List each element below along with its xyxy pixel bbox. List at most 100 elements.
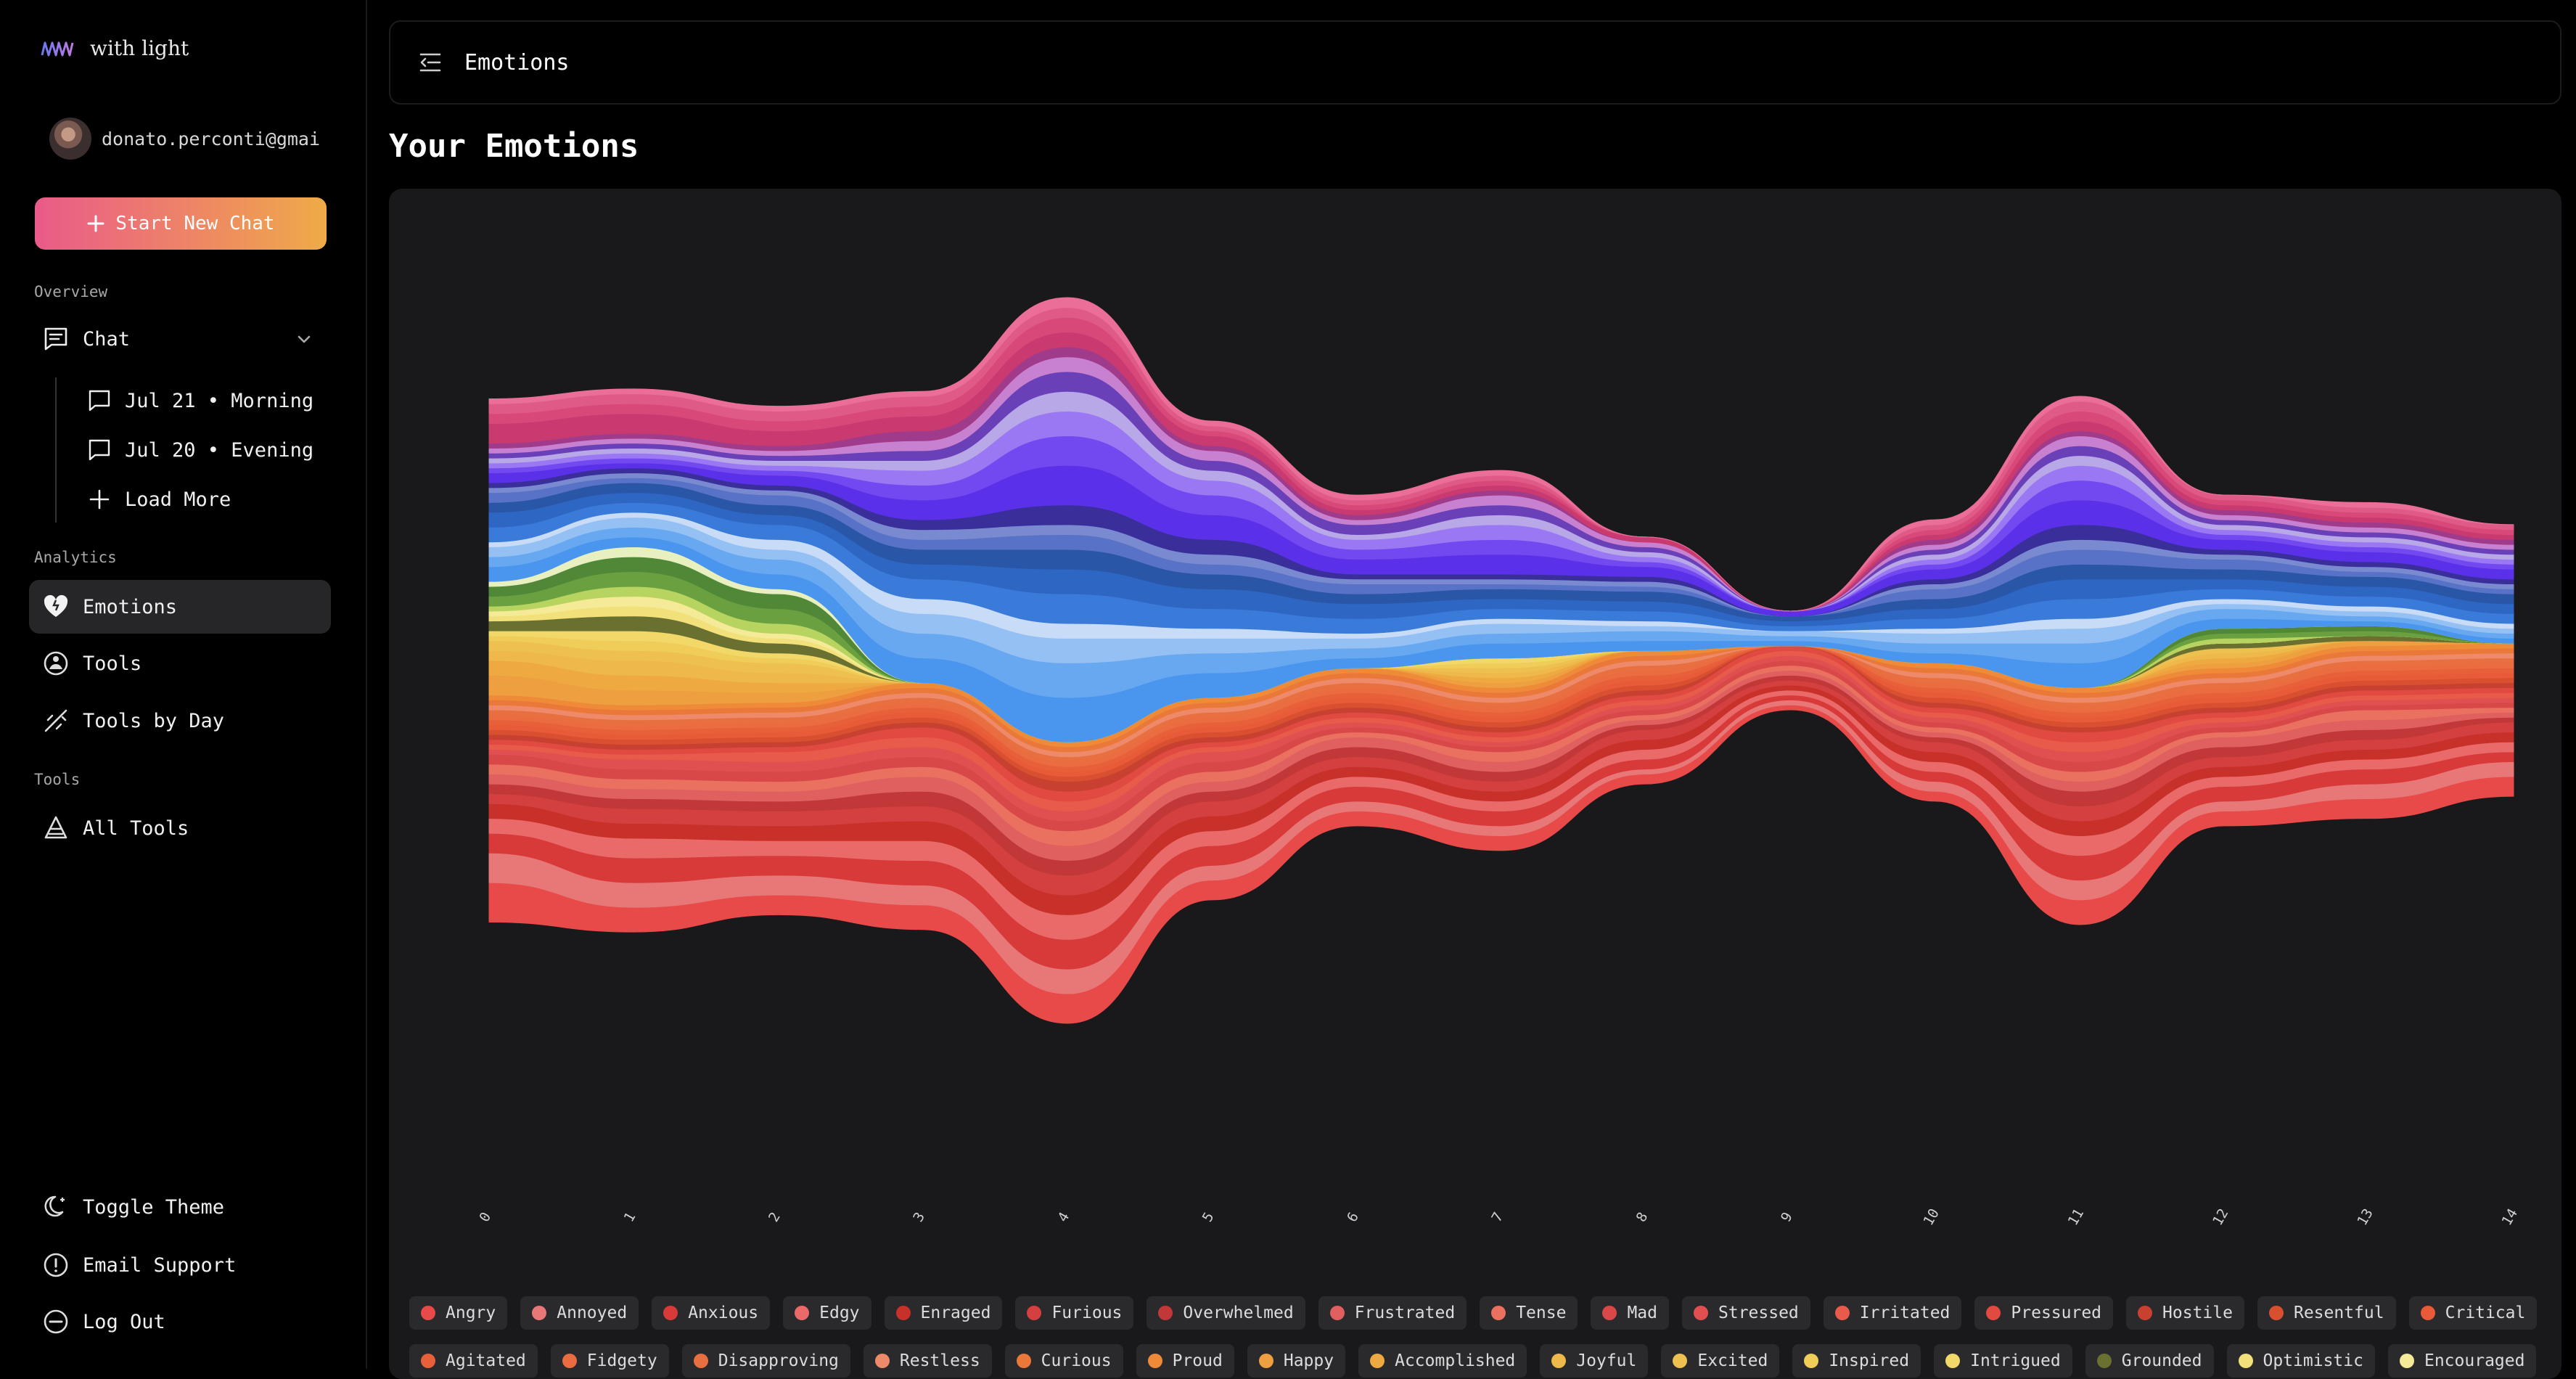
cone-icon — [42, 814, 70, 842]
chat-history-item[interactable]: Jul 20 • Evening — [87, 430, 313, 470]
legend-item[interactable]: Grounded — [2085, 1344, 2214, 1378]
legend-item[interactable]: Annoyed — [520, 1296, 639, 1330]
legend-swatch — [1370, 1354, 1385, 1368]
load-more-label: Load More — [125, 488, 231, 511]
legend-swatch — [1016, 1354, 1031, 1368]
legend-swatch — [1329, 1306, 1345, 1320]
sidebar-item-tools-label: Tools — [83, 652, 142, 675]
legend-item[interactable]: Overwhelmed — [1147, 1296, 1305, 1330]
sidebar-item-emotions[interactable]: Emotions — [29, 580, 331, 634]
chart-legend: Angry Annoyed Anxious Edgy Enraged Furious Ove… — [409, 1296, 2543, 1378]
legend-label: Disapproving — [718, 1351, 839, 1370]
legend-item[interactable]: Curious — [1004, 1344, 1123, 1378]
legend-item[interactable]: Edgy — [783, 1296, 871, 1330]
legend-swatch — [421, 1354, 435, 1368]
legend-item[interactable]: Resentful — [2257, 1296, 2396, 1330]
plus-icon — [89, 489, 110, 510]
plus-icon — [87, 215, 104, 232]
legend-item[interactable]: Joyful — [1540, 1344, 1649, 1378]
legend-item[interactable]: Tense — [1480, 1296, 1578, 1330]
legend-swatch — [1945, 1354, 1961, 1368]
legend-swatch — [1258, 1354, 1273, 1368]
legend-swatch — [2096, 1354, 2112, 1368]
load-more-button[interactable]: Load More — [87, 479, 231, 520]
legend-item[interactable]: Accomplished — [1358, 1344, 1527, 1378]
legend-item[interactable]: Agitated — [409, 1344, 538, 1378]
sidebar-item-emotions-label: Emotions — [83, 595, 178, 618]
legend-item[interactable]: Disapproving — [681, 1344, 850, 1378]
legend-swatch — [1602, 1306, 1617, 1320]
legend-label: Enraged — [920, 1304, 991, 1322]
legend-swatch — [1673, 1354, 1688, 1368]
legend-label: Accomplished — [1395, 1351, 1516, 1370]
message-square-text-icon — [42, 325, 70, 353]
legend-item[interactable]: Restless — [863, 1344, 992, 1378]
legend-item[interactable]: Happy — [1247, 1344, 1346, 1378]
sidebar-item-all-tools[interactable]: All Tools — [29, 801, 331, 855]
legend-swatch — [2399, 1354, 2414, 1368]
avatar — [49, 118, 91, 160]
toggle-theme-button[interactable]: Toggle Theme — [29, 1180, 331, 1234]
chat-history-item[interactable]: Jul 21 • Morning — [87, 380, 313, 421]
legend-label: Annoyed — [557, 1304, 628, 1322]
x-tick-label: 12 — [2210, 1206, 2231, 1229]
legend-item[interactable]: Inspired — [1792, 1344, 1921, 1378]
legend-swatch — [874, 1354, 890, 1368]
emotions-streamgraph: 0 1 2 3 4 5 6 7 8 9 10 11 12 13 14 — [476, 297, 2521, 1229]
x-tick-label: 0 — [476, 1210, 494, 1225]
email-support-button[interactable]: Email Support — [29, 1238, 331, 1292]
sidebar-item-chat[interactable]: Chat — [29, 312, 331, 366]
legend-swatch — [1834, 1306, 1850, 1320]
legend-item[interactable]: Encouraged — [2387, 1344, 2537, 1378]
legend-item[interactable]: Fidgety — [550, 1344, 669, 1378]
legend-item[interactable]: Enraged — [884, 1296, 1003, 1330]
legend-item[interactable]: Frustrated — [1318, 1296, 1467, 1330]
legend-item[interactable]: Optimistic — [2226, 1344, 2375, 1378]
sidebar-item-all-tools-label: All Tools — [83, 817, 189, 840]
legend-swatch — [1147, 1354, 1162, 1368]
legend-swatch — [663, 1306, 678, 1320]
sidebar-item-chat-label: Chat — [83, 327, 131, 351]
legend-label: Furious — [1051, 1304, 1123, 1322]
legend-item[interactable]: Proud — [1136, 1344, 1234, 1378]
x-tick-label: 8 — [1633, 1210, 1652, 1225]
legend-item[interactable]: Angry — [409, 1296, 508, 1330]
legend-label: Proud — [1172, 1351, 1223, 1370]
legend-swatch — [532, 1306, 547, 1320]
chart-panel: 0 1 2 3 4 5 6 7 8 9 10 11 12 13 14 Angry Annoyed Anxious… — [389, 189, 2561, 1379]
user-profile[interactable]: donato.perconti@gmai — [49, 118, 347, 160]
legend-swatch — [1694, 1306, 1708, 1320]
tools-by-day-icon — [42, 707, 70, 734]
chevron-down-icon[interactable] — [295, 330, 313, 348]
sidebar-item-tools-by-day[interactable]: Tools by Day — [29, 694, 331, 748]
collapse-sidebar-icon[interactable] — [418, 50, 443, 75]
legend-swatch — [1158, 1306, 1173, 1320]
main-header: Emotions — [389, 20, 2561, 105]
stream-layer — [488, 297, 2514, 612]
start-new-chat-button[interactable]: Start New Chat — [35, 197, 327, 250]
legend-swatch — [1804, 1354, 1819, 1368]
legend-item[interactable]: Pressured — [1974, 1296, 2114, 1330]
legend-label: Encouraged — [2424, 1351, 2525, 1370]
heart-icon — [42, 593, 70, 621]
header-title: Emotions — [464, 49, 570, 75]
legend-item[interactable]: Excited — [1661, 1344, 1780, 1378]
legend-label: Agitated — [446, 1351, 526, 1370]
legend-item[interactable]: Hostile — [2126, 1296, 2244, 1330]
legend-item[interactable]: Intrigued — [1934, 1344, 2072, 1378]
x-tick-label: 2 — [766, 1210, 784, 1225]
legend-item[interactable]: Mad — [1591, 1296, 1669, 1330]
legend-label: Edgy — [819, 1304, 860, 1322]
sidebar-item-tools[interactable]: Tools — [29, 637, 331, 690]
legend-swatch — [2420, 1306, 2435, 1320]
email-support-label: Email Support — [83, 1253, 237, 1277]
log-out-button[interactable]: Log Out — [29, 1295, 331, 1349]
legend-item[interactable]: Anxious — [652, 1296, 771, 1330]
legend-swatch — [795, 1306, 810, 1320]
legend-item[interactable]: Furious — [1015, 1296, 1134, 1330]
legend-item[interactable]: Critical — [2408, 1296, 2538, 1330]
app-logo[interactable]: with light — [41, 36, 189, 60]
x-tick-label: 14 — [2499, 1206, 2521, 1229]
legend-item[interactable]: Irritated — [1823, 1296, 1962, 1330]
legend-item[interactable]: Stressed — [1682, 1296, 1810, 1330]
